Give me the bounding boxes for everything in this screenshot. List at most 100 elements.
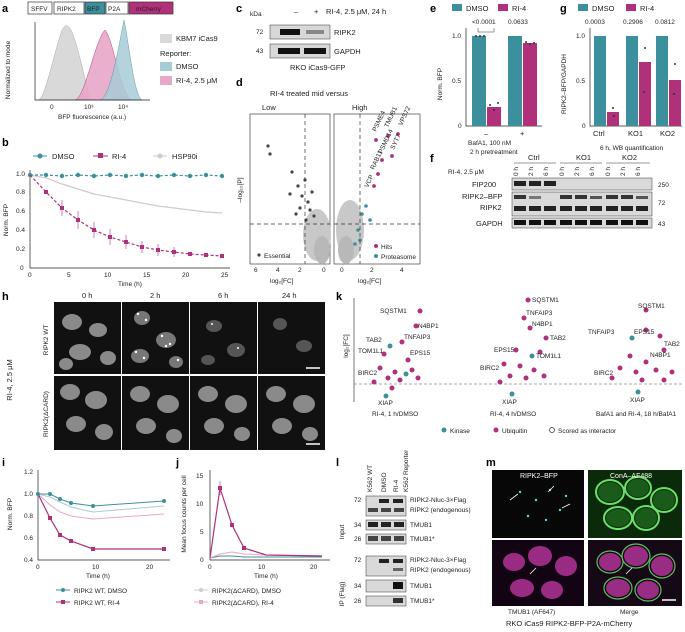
j-xtick-2: 20 [310,564,318,571]
l-ip-marker-26: 26 [354,598,362,605]
d-title: RI-4 treated mid versus [270,89,348,98]
g-xcat-0: Ctrl [593,129,605,138]
e-ytick-0: 0 [458,123,462,130]
d-xtick-l0: 6 [254,267,258,274]
l-in-band-2: TMUB1 [410,522,432,529]
h-row-dcard: RIPK2(ΔCARD) [43,391,50,437]
g-pval-3: 0.0812 [655,19,675,26]
f-band-ripk2: RIPK2 [480,203,502,212]
panel-letter-k: k [336,291,343,303]
panel-letter-f: f [430,153,434,165]
f-time-2: 2 h [528,167,535,176]
f-time-3: 6 h [543,167,550,176]
c-band-ripk2: RIPK2 [334,28,356,37]
e-ytick-1: 0.5 [452,78,461,85]
k-legend-kinase: Kinase [450,428,470,435]
a-legend-title: Reporter: [160,49,191,58]
b-ytick-3: 0.6 [16,208,25,215]
bar-chart-e: Norm. BFP 0 0.5 1.0 – + BafA1, 100 nM 2 … [437,28,542,156]
j-xtick-1: 10 [258,564,266,571]
i-xlabel: Time (h) [86,573,110,580]
f-time-7: 0 h [605,167,612,176]
panel-letter-g: g [560,3,567,15]
f-treatment: RI-4, 2.5 μM [448,169,484,176]
f-band-gapdh: GAPDH [476,219,503,228]
k-g2-birc2: BIRC2 [480,365,500,372]
k-g3-tab2: TAB2 [664,341,680,348]
i-ytick-1: 0.6 [24,535,33,542]
f-time-9: 6 h [635,167,642,176]
k-g2-xiap: XIAP [502,399,517,406]
a-legend: KBM7 iCas9 Reporter: DMSO RI-4, 2.5 μM [160,34,218,85]
c-kda: kDa [250,11,262,18]
c-sign-minus: – [294,7,299,16]
line-chart-b: Norm. BFP 0 0.2 0.4 0.6 0.8 1.0 0 5 10 1… [3,170,230,288]
h-time-3: 24 h [282,291,297,300]
e-pval-2: 0.0633 [508,19,528,26]
ij-legend-2: RIPK2(ΔCARD), DMSO [212,588,281,595]
c-marker-43: 43 [256,48,264,55]
l-ip-band-2: TMUB1 [410,583,432,590]
ij-legend-1: RIPK2 WT, RI-4 [74,600,120,607]
g-ylabel: RIPK2–BFP/GAPDH [561,54,568,114]
g-xcat-1: KO1 [628,129,643,138]
e-ytick-2: 1.0 [452,33,461,40]
a-xlabel: BFP fluorescence (a.u.) [58,114,126,121]
k-g1-xiap: XIAP [378,400,393,407]
a-legend-dmso: DMSO [176,62,199,71]
l-reporter: K562 Reporter [403,449,410,492]
b-xtick-5: 25 [221,272,229,279]
l-input: Input [339,525,346,540]
a-xtick-0: 0 [50,104,54,111]
l-ip-band-1: RIPK2 (endogenous) [410,567,471,574]
volcano-plot-high: PSME4 TMUB1 VPS72 PSMD14 SYT7 RAB11 VCP … [333,105,421,265]
b-xtick-3: 15 [143,272,151,279]
panel-letter-e: e [430,3,436,15]
k-g3-n4bp1: N4BP1 [650,352,671,359]
e-legend-dmso: DMSO [466,4,489,13]
panel-letter-h: h [2,291,9,303]
i-ytick-4: 1.2 [24,469,33,476]
panel-letter-c: c [236,3,242,15]
f-time-8: 2 h [620,167,627,176]
l-ip-band-0: RIPK2-Nluc-3×Flag [410,557,467,564]
e-footer-1: BafA1, 100 nM [468,140,511,147]
panel-letter-l: l [336,457,339,469]
c-band-gapdh: GAPDH [334,47,361,56]
b-legend: DMSO RI-4 HSP90i [33,152,198,161]
c-sign-plus: + [314,7,319,16]
g-xcat-2: KO2 [660,129,675,138]
b-xtick-0: 0 [28,272,32,279]
g-legend-ri4: RI-4 [640,4,654,13]
a-legend-ri4: RI-4, 2.5 μM [176,76,217,85]
k-g3-xiap: XIAP [630,397,645,404]
k-ylabel: log₂[FC] [343,334,350,358]
j-ytick-3: 15 [196,473,204,480]
b-ytick-2: 0.4 [16,227,25,234]
l-lane-wt: K562 WT [367,465,374,492]
k-g2-eps15: EPS15 [494,347,515,354]
f-marker-72: 72 [658,200,666,207]
line-chart-i: Norm. BFP 0.4 0.6 0.8 1.0 1.2 0 10 20 Ti… [7,469,170,580]
panel-letter-b: b [2,137,9,149]
d-side-high: High [352,103,367,112]
b-xtick-1: 5 [67,272,71,279]
e-ylabel: Norm. BFP [437,68,444,100]
m-channel-merge: Merge [620,609,639,616]
g-legend-dmso: DMSO [592,4,615,13]
h-time-1: 2 h [150,291,160,300]
a-xtick-2: 10⁴ [118,104,128,111]
l-ip-marker-72: 72 [354,557,362,564]
g-ytick-2: 1.0 [576,33,585,40]
panel-letter-j: j [175,457,179,469]
d-xlabel-right: log₂[FC] [358,278,382,285]
volcano-plot-low: Essential [249,113,331,265]
construct-diagram: SFFV RIPK2 BFP P2A mCherry [27,1,174,15]
j-ylabel: Mean focus counts per cell [181,475,188,553]
b-ylabel: Norm. BFP [3,204,10,236]
ij-legend-0: RIPK2 WT, DMSO [74,588,127,595]
microscopy-grid-m: RIPK2–BFP ConA–AF488 [492,470,682,606]
c-treatment: RI-4, 2.5 μM, 24 h [326,7,386,16]
l-lane-dmso: DMSO [381,473,388,493]
